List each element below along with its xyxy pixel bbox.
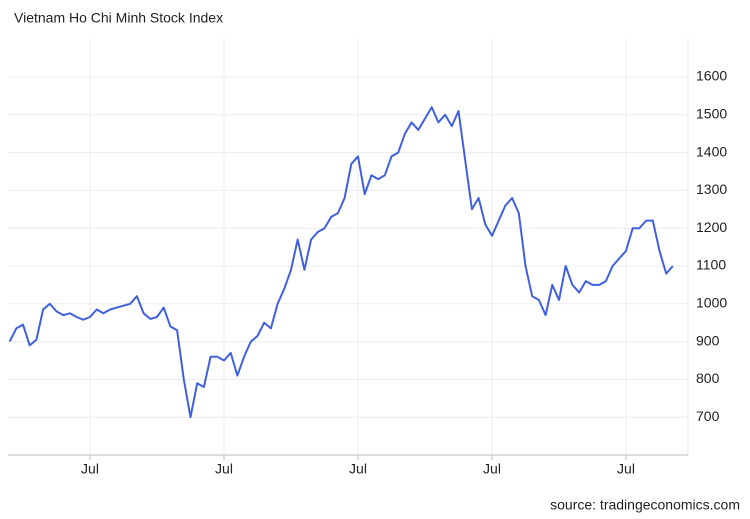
x-tick-label: Jul [215, 461, 233, 477]
x-tick-label: Jul [483, 461, 501, 477]
y-tick-label: 1500 [696, 106, 727, 122]
y-tick-label: 1000 [696, 295, 727, 311]
x-tick-label: Jul [81, 461, 99, 477]
y-tick-label: 700 [696, 408, 720, 424]
x-tick-label: Jul [349, 461, 367, 477]
y-tick-label: 1300 [696, 181, 727, 197]
y-tick-label: 1100 [696, 257, 726, 273]
x-tick-label: Jul [617, 461, 635, 477]
y-tick-label: 800 [696, 370, 720, 386]
y-tick-label: 1400 [696, 143, 727, 159]
y-tick-label: 1600 [696, 68, 727, 84]
line [8, 106, 674, 419]
chart-title: Vietnam Ho Chi Minh Stock Index [14, 10, 223, 26]
source: source: tradingeconomics.com [550, 497, 740, 513]
y-tick-label: 900 [696, 332, 720, 348]
y-tick-label: 1200 [696, 219, 727, 235]
